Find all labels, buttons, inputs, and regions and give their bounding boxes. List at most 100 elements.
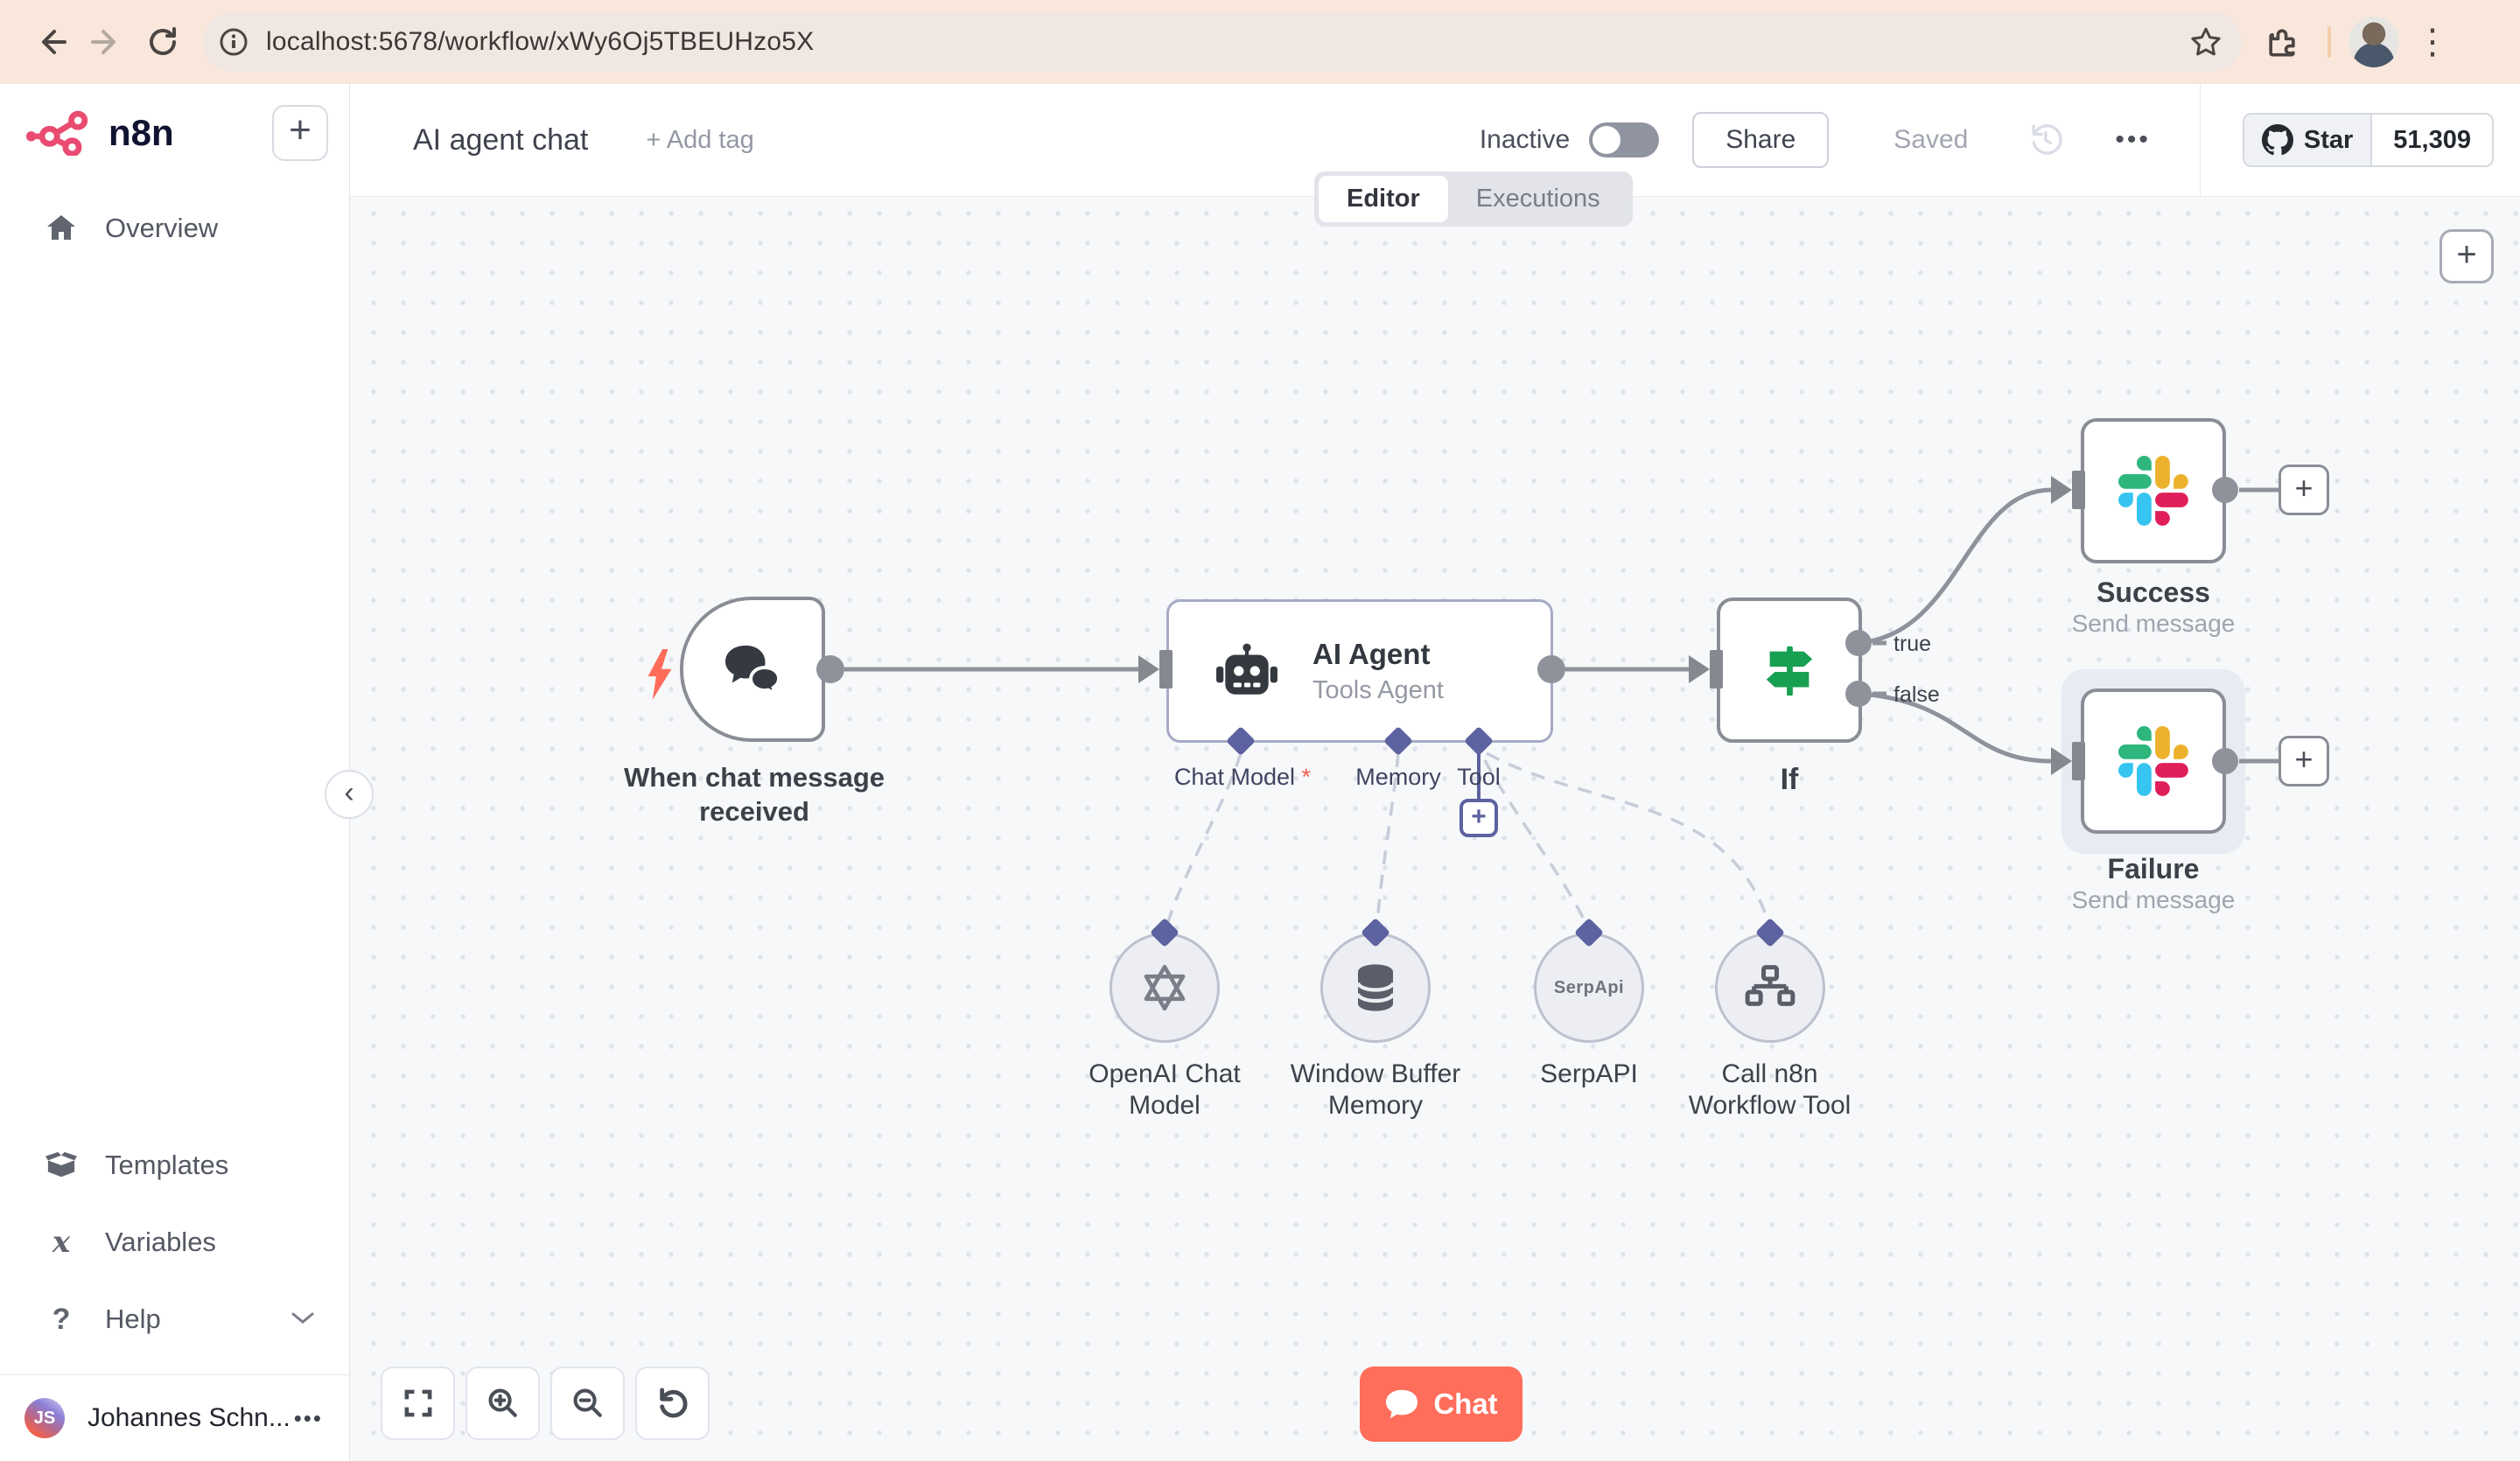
browser-toolbar: localhost:5678/workflow/xWy6Oj5TBEUHzo5X… [0, 0, 2520, 84]
sidebar-item-label: Variables [105, 1227, 216, 1257]
github-star-button[interactable]: Star [2244, 115, 2373, 165]
variables-icon: x [52, 1225, 71, 1260]
open-chat-button[interactable]: Chat [1360, 1367, 1522, 1442]
node-openai-chat-model[interactable] [1110, 933, 1220, 1043]
sidebar-item-variables[interactable]: x Variables [0, 1213, 349, 1271]
node-title: AI Agent [1312, 637, 1431, 670]
workflow-title[interactable]: AI agent chat [413, 122, 589, 157]
node-ai-agent[interactable]: AI Agent Tools Agent [1166, 599, 1553, 743]
sidebar-item-label: Templates [105, 1150, 229, 1180]
undo-rotate-icon [659, 1388, 687, 1418]
node-chat-trigger[interactable] [680, 597, 825, 742]
node-title: Failure [2107, 853, 2200, 884]
new-workflow-button[interactable]: + [272, 105, 328, 161]
url-text[interactable]: localhost:5678/workflow/xWy6Oj5TBEUHzo5X [266, 27, 815, 56]
node-subtitle: Tools Agent [1312, 675, 1444, 704]
sidebar-divider [0, 1374, 349, 1375]
robot-icon [1216, 643, 1278, 695]
slack-icon [2118, 456, 2188, 526]
node-call-n8n-workflow-tool[interactable] [1715, 933, 1825, 1043]
zoom-in-button[interactable] [466, 1367, 540, 1440]
zoom-out-icon [573, 1388, 602, 1417]
bookmark-star-icon[interactable] [2188, 24, 2224, 60]
sidebar-item-label: Help [105, 1304, 161, 1334]
slack-icon [2118, 726, 2188, 796]
node-serpapi[interactable]: SerpApi [1534, 933, 1644, 1043]
database-icon [1355, 964, 1396, 1011]
reset-zoom-button[interactable] [635, 1367, 710, 1440]
github-star-label: Star [2303, 125, 2354, 154]
add-tag-button[interactable]: + Add tag [646, 125, 754, 154]
add-node-button[interactable]: + [2440, 229, 2494, 283]
home-icon [44, 213, 79, 243]
zoom-in-icon [488, 1388, 517, 1417]
browser-forward-button[interactable] [79, 14, 135, 70]
view-tabs: Editor Executions [1314, 171, 1633, 227]
extensions-puzzle-icon [2269, 29, 2295, 57]
workflow-canvas[interactable]: When chat message received AI Agent Tool… [350, 197, 2520, 1461]
port-label-chat-model: Chat Model * [1173, 764, 1312, 790]
github-star-widget[interactable]: Star 51,309 [2242, 113, 2494, 167]
sidebar-item-label: Overview [105, 213, 219, 243]
share-button[interactable]: Share [1692, 112, 1830, 168]
tab-executions[interactable]: Executions [1475, 185, 1600, 213]
add-node-after-success-button[interactable]: + [2278, 465, 2329, 515]
reload-icon [150, 27, 176, 55]
node-title: When chat message received [623, 762, 886, 827]
trigger-bolt-icon [648, 649, 672, 700]
node-failure[interactable] [2081, 689, 2226, 834]
browser-menu-icon[interactable]: ⋮ [2415, 23, 2450, 61]
browser-profile-avatar[interactable] [2348, 17, 2399, 67]
sidebar-collapse-button[interactable]: ‹ [325, 770, 374, 819]
node-subtitle: Send message [2071, 610, 2236, 637]
chat-bubble-icon [1386, 1389, 1418, 1419]
node-title: OpenAI Chat Model [1088, 1059, 1241, 1120]
signpost-icon [1766, 646, 1813, 696]
sidebar-item-overview[interactable]: Overview [0, 199, 349, 257]
port-label-tool: Tool [1457, 764, 1501, 790]
serpapi-icon: SerpApi [1553, 977, 1625, 997]
user-avatar[interactable]: JS [24, 1398, 65, 1438]
github-icon [2261, 124, 2293, 156]
sidebar: n8n + Overview Templates [0, 84, 374, 1461]
main-area: AI agent chat + Add tag Inactive Share S… [350, 83, 2520, 1461]
header-divider [2199, 83, 2201, 197]
workflow-menu-icon[interactable]: ••• [2115, 125, 2151, 154]
user-options-icon[interactable]: ••• [293, 1404, 323, 1431]
openai-icon [1144, 964, 1186, 1011]
node-title: Success [2096, 577, 2210, 608]
node-if[interactable] [1717, 598, 1862, 743]
sidebar-item-templates[interactable]: Templates [0, 1136, 349, 1194]
templates-box-icon [44, 1150, 79, 1180]
extensions-button[interactable] [2254, 14, 2310, 70]
help-icon: ? [52, 1302, 71, 1336]
back-icon [42, 30, 66, 54]
github-star-count[interactable]: 51,309 [2372, 115, 2492, 165]
node-window-buffer-memory[interactable] [1320, 933, 1431, 1043]
node-success[interactable] [2081, 418, 2226, 563]
sitemap-icon [1745, 965, 1796, 1006]
saved-status: Saved [1894, 125, 1969, 154]
zoom-out-button[interactable] [550, 1367, 625, 1440]
forward-icon [91, 30, 116, 54]
node-title: SerpAPI [1540, 1059, 1638, 1088]
canvas-controls [381, 1367, 710, 1440]
browser-back-button[interactable] [23, 14, 79, 70]
activation-toggle[interactable] [1589, 122, 1660, 157]
browser-reload-button[interactable] [135, 14, 191, 70]
add-node-after-failure-button[interactable]: + [2278, 736, 2329, 786]
user-name: Johannes Schn... [88, 1403, 290, 1432]
site-info-icon[interactable] [217, 25, 250, 59]
toggle-knob [1592, 126, 1621, 154]
workflow-history-icon[interactable] [2026, 119, 2064, 162]
tab-editor[interactable]: Editor [1319, 176, 1448, 222]
fit-view-icon [404, 1389, 431, 1417]
zoom-to-fit-button[interactable] [381, 1367, 455, 1440]
user-menu-row[interactable]: JS Johannes Schn... ••• [0, 1375, 349, 1461]
address-bar[interactable]: localhost:5678/workflow/xWy6Oj5TBEUHzo5X [203, 12, 2242, 72]
chrome-divider [2328, 26, 2331, 58]
sidebar-item-help[interactable]: ? Help [0, 1290, 349, 1348]
node-subtitle: Send message [2071, 886, 2236, 913]
add-tool-button[interactable]: + [1460, 799, 1498, 837]
